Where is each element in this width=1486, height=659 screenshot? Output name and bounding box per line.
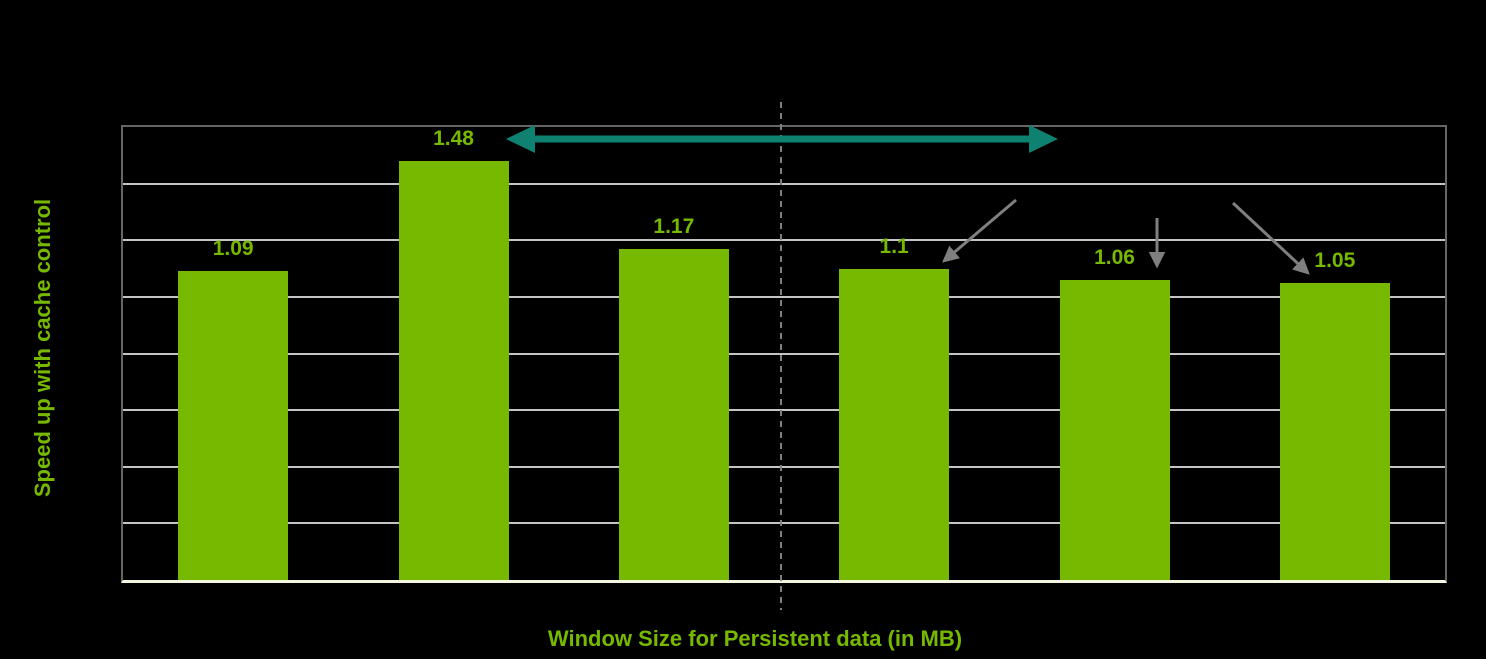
x-axis-title: Window Size for Persistent data (in MB) — [547, 626, 963, 651]
bar-value-label: 1.06 — [1094, 245, 1135, 269]
bar-value-label: 1.48 — [433, 126, 474, 150]
bar — [839, 268, 950, 580]
gridline — [123, 522, 1445, 525]
gridline — [123, 352, 1445, 355]
bar — [1279, 282, 1390, 580]
bar — [618, 248, 729, 580]
bar — [398, 160, 509, 580]
gridline — [123, 465, 1445, 468]
plot-area: 1.09 1.48 1.17 1.1 1.06 1.05 — [121, 125, 1447, 583]
bar-value-label: 1.17 — [653, 214, 695, 238]
gridline — [123, 182, 1445, 185]
bar-value-label: 1.05 — [1314, 248, 1356, 272]
gridline — [123, 239, 1445, 242]
bar — [178, 271, 289, 580]
bar-value-label: 1.1 — [879, 234, 909, 258]
bar — [1059, 279, 1170, 580]
gridline — [123, 409, 1445, 412]
bar-value-label: 1.09 — [212, 237, 254, 261]
gridline — [123, 295, 1445, 298]
y-axis-title: Speed up with cache control — [30, 198, 55, 498]
